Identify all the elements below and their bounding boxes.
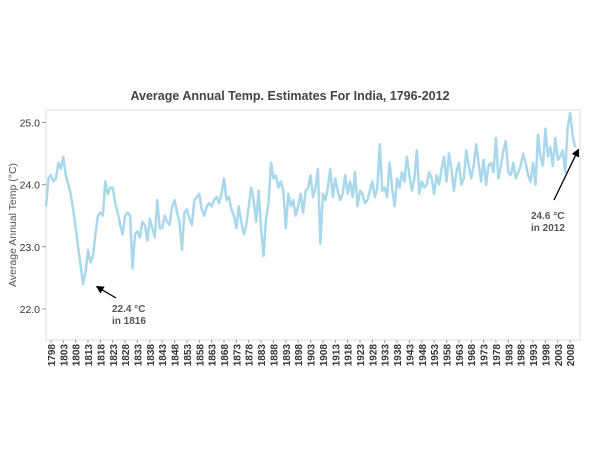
x-tick-label: 1938	[393, 344, 404, 367]
x-tick-label: 1968	[467, 344, 478, 367]
chart-title: Average Annual Temp. Estimates For India…	[130, 89, 449, 103]
x-tick-label: 1803	[59, 344, 70, 367]
x-tick-label: 1993	[529, 344, 540, 367]
x-tick-label: 1943	[405, 344, 416, 367]
y-axis-label: Average Annual Temp (°C)	[7, 163, 19, 287]
x-tick-label: 1883	[257, 344, 268, 367]
y-tick-label: 23.0	[20, 242, 41, 254]
plot-area	[45, 109, 581, 341]
x-tick-label: 2003	[554, 344, 565, 367]
x-tick-label: 1823	[109, 344, 120, 367]
annotation-min-value: 22.4 °C	[112, 304, 145, 315]
y-axis: 22.0 23.0 24.0 25.0	[20, 117, 46, 316]
x-tick-label: 1908	[319, 344, 330, 367]
x-tick-label: 1878	[245, 344, 256, 367]
x-tick-label: 1998	[541, 344, 552, 367]
x-tick-label: 1948	[418, 344, 429, 367]
x-tick-label: 1893	[282, 344, 293, 367]
x-tick-label: 1833	[133, 344, 144, 367]
x-tick-label: 1808	[72, 344, 83, 367]
x-tick-label: 1913	[331, 344, 342, 367]
x-tick-label: 1813	[84, 344, 95, 367]
x-tick-label: 2008	[566, 344, 577, 367]
y-tick-label: 22.0	[20, 304, 41, 316]
y-tick-label: 25.0	[20, 117, 41, 129]
x-tick-label: 1848	[171, 344, 182, 367]
x-tick-label: 1923	[356, 344, 367, 367]
x-tick-label: 1928	[368, 344, 379, 367]
x-tick-label: 1953	[430, 344, 441, 367]
x-tick-label: 1818	[96, 344, 107, 367]
x-tick-label: 1978	[492, 344, 503, 367]
plot-border	[45, 109, 581, 341]
annotation-arrow-min	[95, 286, 117, 299]
x-tick-label: 1853	[183, 344, 194, 367]
x-tick-label: 1888	[269, 344, 280, 367]
x-tick-label: 1873	[232, 344, 243, 367]
x-tick-label: 1983	[504, 344, 515, 367]
y-tick-label: 24.0	[20, 180, 41, 192]
x-tick-label: 1933	[381, 344, 392, 367]
x-tick-label: 1973	[480, 344, 491, 367]
x-tick-label: 1828	[121, 344, 132, 367]
x-tick-label: 1903	[307, 344, 318, 367]
x-tick-label: 1958	[443, 344, 454, 367]
x-tick-label: 1798	[47, 344, 58, 367]
x-tick-label: 1858	[195, 344, 206, 367]
x-tick-label: 1838	[146, 344, 157, 367]
x-tick-label: 1868	[220, 344, 231, 367]
x-tick-label: 1863	[208, 344, 219, 367]
x-tick-label: 1918	[344, 344, 355, 367]
x-axis: 1798 1803 1808 1813 1818 1823 1828 1833 1838 1843…	[47, 340, 577, 366]
x-tick-label: 1898	[294, 344, 305, 367]
annotation-end-year: in 2012	[531, 223, 565, 234]
annotations: 22.4 °Cin 1816 24.6 °Cin 2012	[95, 148, 579, 327]
x-tick-label: 1963	[455, 344, 466, 367]
annotation-end-value: 24.6 °C	[531, 211, 564, 222]
x-tick-label: 1988	[517, 344, 528, 367]
annotation-min-year: in 1816	[112, 316, 146, 327]
temperature-series-line	[44, 111, 577, 286]
x-tick-label: 1843	[158, 344, 169, 367]
annotation-arrow-max	[553, 148, 579, 201]
